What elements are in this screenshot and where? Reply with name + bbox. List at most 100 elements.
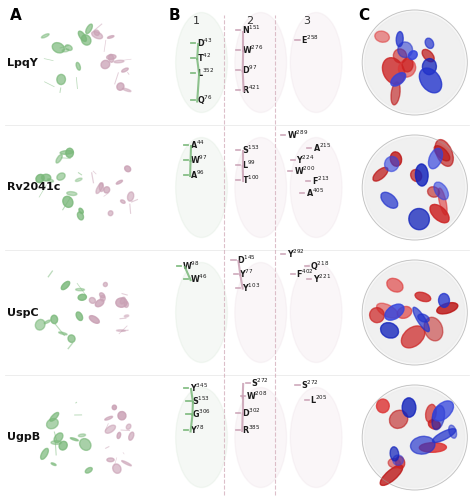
Ellipse shape [428, 148, 443, 169]
Text: 1: 1 [192, 16, 200, 26]
Text: Y$^{221}$: Y$^{221}$ [313, 273, 331, 285]
Ellipse shape [124, 302, 128, 308]
Ellipse shape [100, 296, 105, 301]
Ellipse shape [418, 314, 429, 322]
Text: A: A [9, 8, 21, 22]
Ellipse shape [433, 401, 454, 421]
Text: D$^{97}$: D$^{97}$ [242, 64, 257, 76]
Ellipse shape [47, 179, 54, 182]
Ellipse shape [82, 35, 91, 45]
Text: R$^{421}$: R$^{421}$ [242, 84, 260, 96]
Ellipse shape [36, 174, 44, 182]
Text: D$^{145}$: D$^{145}$ [237, 254, 256, 266]
Ellipse shape [365, 138, 465, 237]
Text: UgpB: UgpB [7, 432, 40, 442]
Ellipse shape [116, 180, 122, 184]
Ellipse shape [85, 468, 92, 473]
Ellipse shape [413, 307, 429, 332]
Ellipse shape [120, 200, 125, 203]
Ellipse shape [80, 438, 91, 450]
Ellipse shape [176, 262, 228, 362]
Ellipse shape [116, 298, 127, 308]
Ellipse shape [91, 32, 102, 39]
Ellipse shape [59, 332, 67, 335]
Ellipse shape [103, 282, 108, 286]
Text: L$^{99}$: L$^{99}$ [242, 159, 255, 171]
Ellipse shape [76, 288, 84, 291]
Ellipse shape [365, 12, 465, 112]
Ellipse shape [365, 262, 465, 362]
Ellipse shape [65, 45, 72, 51]
Text: A$^{405}$: A$^{405}$ [306, 186, 324, 198]
Text: S$^{272}$: S$^{272}$ [301, 379, 319, 391]
Ellipse shape [104, 186, 109, 193]
Ellipse shape [101, 60, 110, 68]
Text: Y$^{78}$: Y$^{78}$ [190, 424, 204, 436]
Ellipse shape [434, 182, 448, 200]
Text: W$^{276}$: W$^{276}$ [242, 44, 263, 56]
Ellipse shape [435, 140, 453, 166]
Ellipse shape [396, 32, 403, 47]
Text: 3: 3 [303, 16, 310, 26]
Ellipse shape [176, 138, 228, 237]
Ellipse shape [75, 178, 82, 182]
Text: F$^{402}$: F$^{402}$ [296, 268, 314, 280]
Ellipse shape [125, 166, 131, 172]
Ellipse shape [89, 316, 99, 324]
Text: Y$^{292}$: Y$^{292}$ [287, 248, 305, 260]
Ellipse shape [78, 31, 86, 42]
Ellipse shape [419, 442, 447, 452]
Text: L$^{352}$: L$^{352}$ [197, 66, 214, 78]
Text: N$^{151}$: N$^{151}$ [242, 24, 261, 36]
Ellipse shape [430, 204, 449, 223]
Ellipse shape [426, 404, 436, 422]
Ellipse shape [56, 154, 62, 163]
Ellipse shape [118, 412, 126, 420]
Text: F$^{213}$: F$^{213}$ [312, 175, 330, 187]
Ellipse shape [235, 12, 287, 112]
Text: Y$^{77}$: Y$^{77}$ [239, 268, 254, 280]
Ellipse shape [44, 320, 50, 324]
Ellipse shape [434, 146, 450, 161]
Ellipse shape [385, 304, 404, 320]
Ellipse shape [57, 74, 65, 85]
Ellipse shape [419, 68, 442, 93]
Text: W$^{200}$: W$^{200}$ [294, 165, 315, 177]
Ellipse shape [95, 300, 104, 307]
Text: T$^{42}$: T$^{42}$ [197, 52, 211, 64]
Text: Rv2041c: Rv2041c [7, 182, 61, 192]
Ellipse shape [117, 330, 126, 332]
Text: W$^{98}$: W$^{98}$ [182, 260, 200, 272]
Ellipse shape [428, 420, 440, 429]
Text: W$^{208}$: W$^{208}$ [246, 390, 268, 402]
Ellipse shape [376, 303, 398, 318]
Ellipse shape [422, 50, 434, 62]
Ellipse shape [50, 412, 59, 421]
Text: S$^{272}$: S$^{272}$ [251, 376, 269, 388]
Text: C: C [358, 8, 369, 22]
Ellipse shape [370, 308, 384, 322]
Ellipse shape [77, 212, 83, 220]
Ellipse shape [122, 88, 131, 92]
Ellipse shape [114, 60, 124, 63]
Ellipse shape [391, 72, 406, 86]
Ellipse shape [128, 192, 134, 201]
Ellipse shape [62, 49, 69, 52]
Ellipse shape [117, 432, 121, 438]
Ellipse shape [76, 62, 81, 70]
Text: W$^{97}$: W$^{97}$ [190, 154, 207, 166]
Ellipse shape [390, 152, 401, 166]
Ellipse shape [409, 51, 417, 60]
Ellipse shape [380, 465, 403, 485]
Ellipse shape [78, 434, 86, 437]
Ellipse shape [362, 385, 467, 490]
Ellipse shape [438, 294, 449, 308]
Ellipse shape [362, 135, 467, 240]
Text: Q$^{76}$: Q$^{76}$ [197, 94, 212, 106]
Ellipse shape [402, 398, 416, 417]
Ellipse shape [235, 138, 287, 237]
Ellipse shape [51, 463, 56, 466]
Text: Y$^{103}$: Y$^{103}$ [242, 282, 260, 294]
Ellipse shape [290, 12, 342, 112]
Ellipse shape [52, 42, 64, 53]
